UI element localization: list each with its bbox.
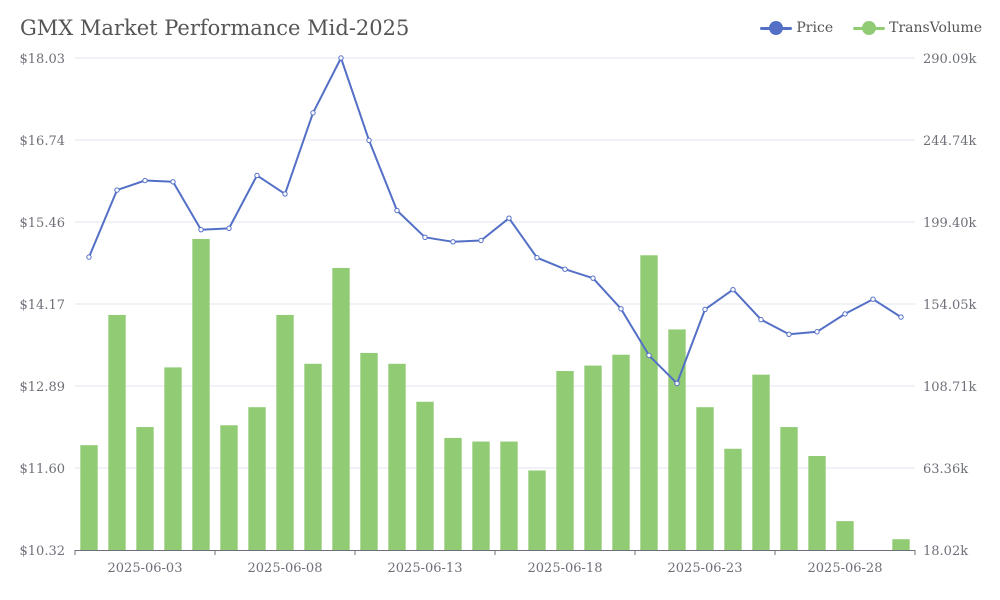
- volume-bar: [892, 539, 910, 550]
- volume-bar: [612, 354, 630, 550]
- volume-bar: [752, 374, 770, 550]
- y-right-tick-label: 18.02k: [923, 544, 968, 559]
- y-left-tick-label: $12.89: [20, 380, 66, 395]
- y-right-tick-label: 290.09k: [923, 52, 976, 67]
- price-point: [730, 286, 736, 293]
- y-left-tick-label: $14.17: [20, 298, 66, 313]
- x-tick-label: 2025-06-03: [108, 561, 183, 576]
- volume-bar: [388, 363, 406, 550]
- y-right-tick-label: 244.74k: [923, 134, 976, 149]
- price-point: [506, 215, 512, 221]
- volume-bar: [304, 363, 322, 550]
- volume-bar: [640, 255, 658, 550]
- volume-bar: [220, 425, 238, 550]
- volume-bar: [724, 448, 742, 550]
- volume-bar: [836, 521, 854, 550]
- price-point: [394, 207, 400, 214]
- x-tick-label: 2025-06-13: [388, 561, 463, 576]
- y-right-tick-label: 199.40k: [923, 216, 976, 231]
- legend-item-price[interactable]: Price: [760, 20, 833, 36]
- volume-bar: [136, 427, 154, 550]
- price-point: [702, 306, 708, 313]
- legend-item-volume[interactable]: TransVolume: [853, 20, 982, 36]
- price-point: [422, 234, 428, 241]
- y-left-tick-label: $10.32: [20, 544, 66, 559]
- volume-bar: [584, 365, 602, 550]
- price-point: [142, 177, 148, 184]
- legend-volume-label: TransVolume: [889, 20, 982, 36]
- legend-volume-swatch-icon: [853, 21, 886, 35]
- price-point: [198, 226, 204, 233]
- price-line: [86, 55, 904, 387]
- price-point: [674, 380, 680, 387]
- volume-bar: [696, 407, 714, 550]
- volume-bar: [416, 401, 434, 550]
- y-left-tick-label: $16.74: [20, 134, 66, 149]
- price-point: [282, 191, 288, 197]
- volume-bar: [472, 441, 490, 550]
- volume-bar: [164, 367, 182, 550]
- price-point: [898, 314, 904, 320]
- price-point: [450, 239, 456, 245]
- price-point: [170, 179, 176, 185]
- price-point: [562, 266, 568, 272]
- price-point: [814, 329, 820, 335]
- volume-bar: [780, 427, 798, 550]
- price-point: [590, 275, 596, 281]
- legend-price-swatch-icon: [760, 21, 793, 35]
- volume-bar: [444, 437, 462, 550]
- price-point: [870, 296, 876, 302]
- volume-bar: [332, 267, 350, 550]
- price-point: [786, 331, 792, 338]
- legend[interactable]: Price TransVolume: [760, 20, 982, 36]
- volume-bar: [192, 238, 210, 550]
- price-point: [842, 311, 848, 317]
- price-point: [478, 237, 484, 244]
- volume-bar: [276, 314, 294, 550]
- price-point: [86, 254, 92, 260]
- volume-bar: [500, 441, 518, 550]
- x-tick-label: 2025-06-08: [248, 561, 323, 576]
- y-right-tick-label: 108.71k: [923, 380, 976, 395]
- price-series-line: [88, 57, 902, 385]
- price-point: [254, 172, 260, 179]
- volume-bar: [108, 314, 126, 550]
- volume-bars: [80, 238, 910, 550]
- chart-title: GMX Market Performance Mid-2025: [20, 16, 410, 40]
- price-point: [114, 187, 120, 193]
- x-tick-label: 2025-06-28: [808, 561, 883, 576]
- y-right-tick-label: 63.36k: [923, 462, 968, 477]
- y-left-tick-label: $11.60: [20, 462, 66, 477]
- price-point: [226, 225, 232, 232]
- volume-bar: [808, 456, 826, 550]
- x-tick-label: 2025-06-23: [668, 561, 743, 576]
- volume-bar: [528, 470, 546, 550]
- axes: $10.32 18.02k $11.60 63.36k $12.89 108.71k $14…: [20, 52, 977, 576]
- volume-bar: [80, 445, 98, 550]
- price-point: [366, 137, 372, 144]
- price-point: [310, 110, 316, 116]
- volume-bar: [248, 407, 266, 550]
- legend-price-label: Price: [796, 20, 834, 36]
- x-tick-label: 2025-06-18: [528, 561, 603, 576]
- price-point: [758, 316, 764, 323]
- price-point: [534, 255, 540, 261]
- volume-bar: [360, 352, 378, 550]
- volume-bar: [556, 371, 574, 550]
- volume-bar: [668, 329, 686, 550]
- y-left-tick-label: $18.03: [20, 52, 66, 67]
- y-right-tick-label: 154.05k: [923, 298, 976, 313]
- y-left-tick-label: $15.46: [20, 216, 66, 231]
- price-point: [618, 306, 624, 312]
- price-point: [646, 352, 652, 359]
- grid-lines: [75, 57, 915, 469]
- price-point: [338, 55, 344, 61]
